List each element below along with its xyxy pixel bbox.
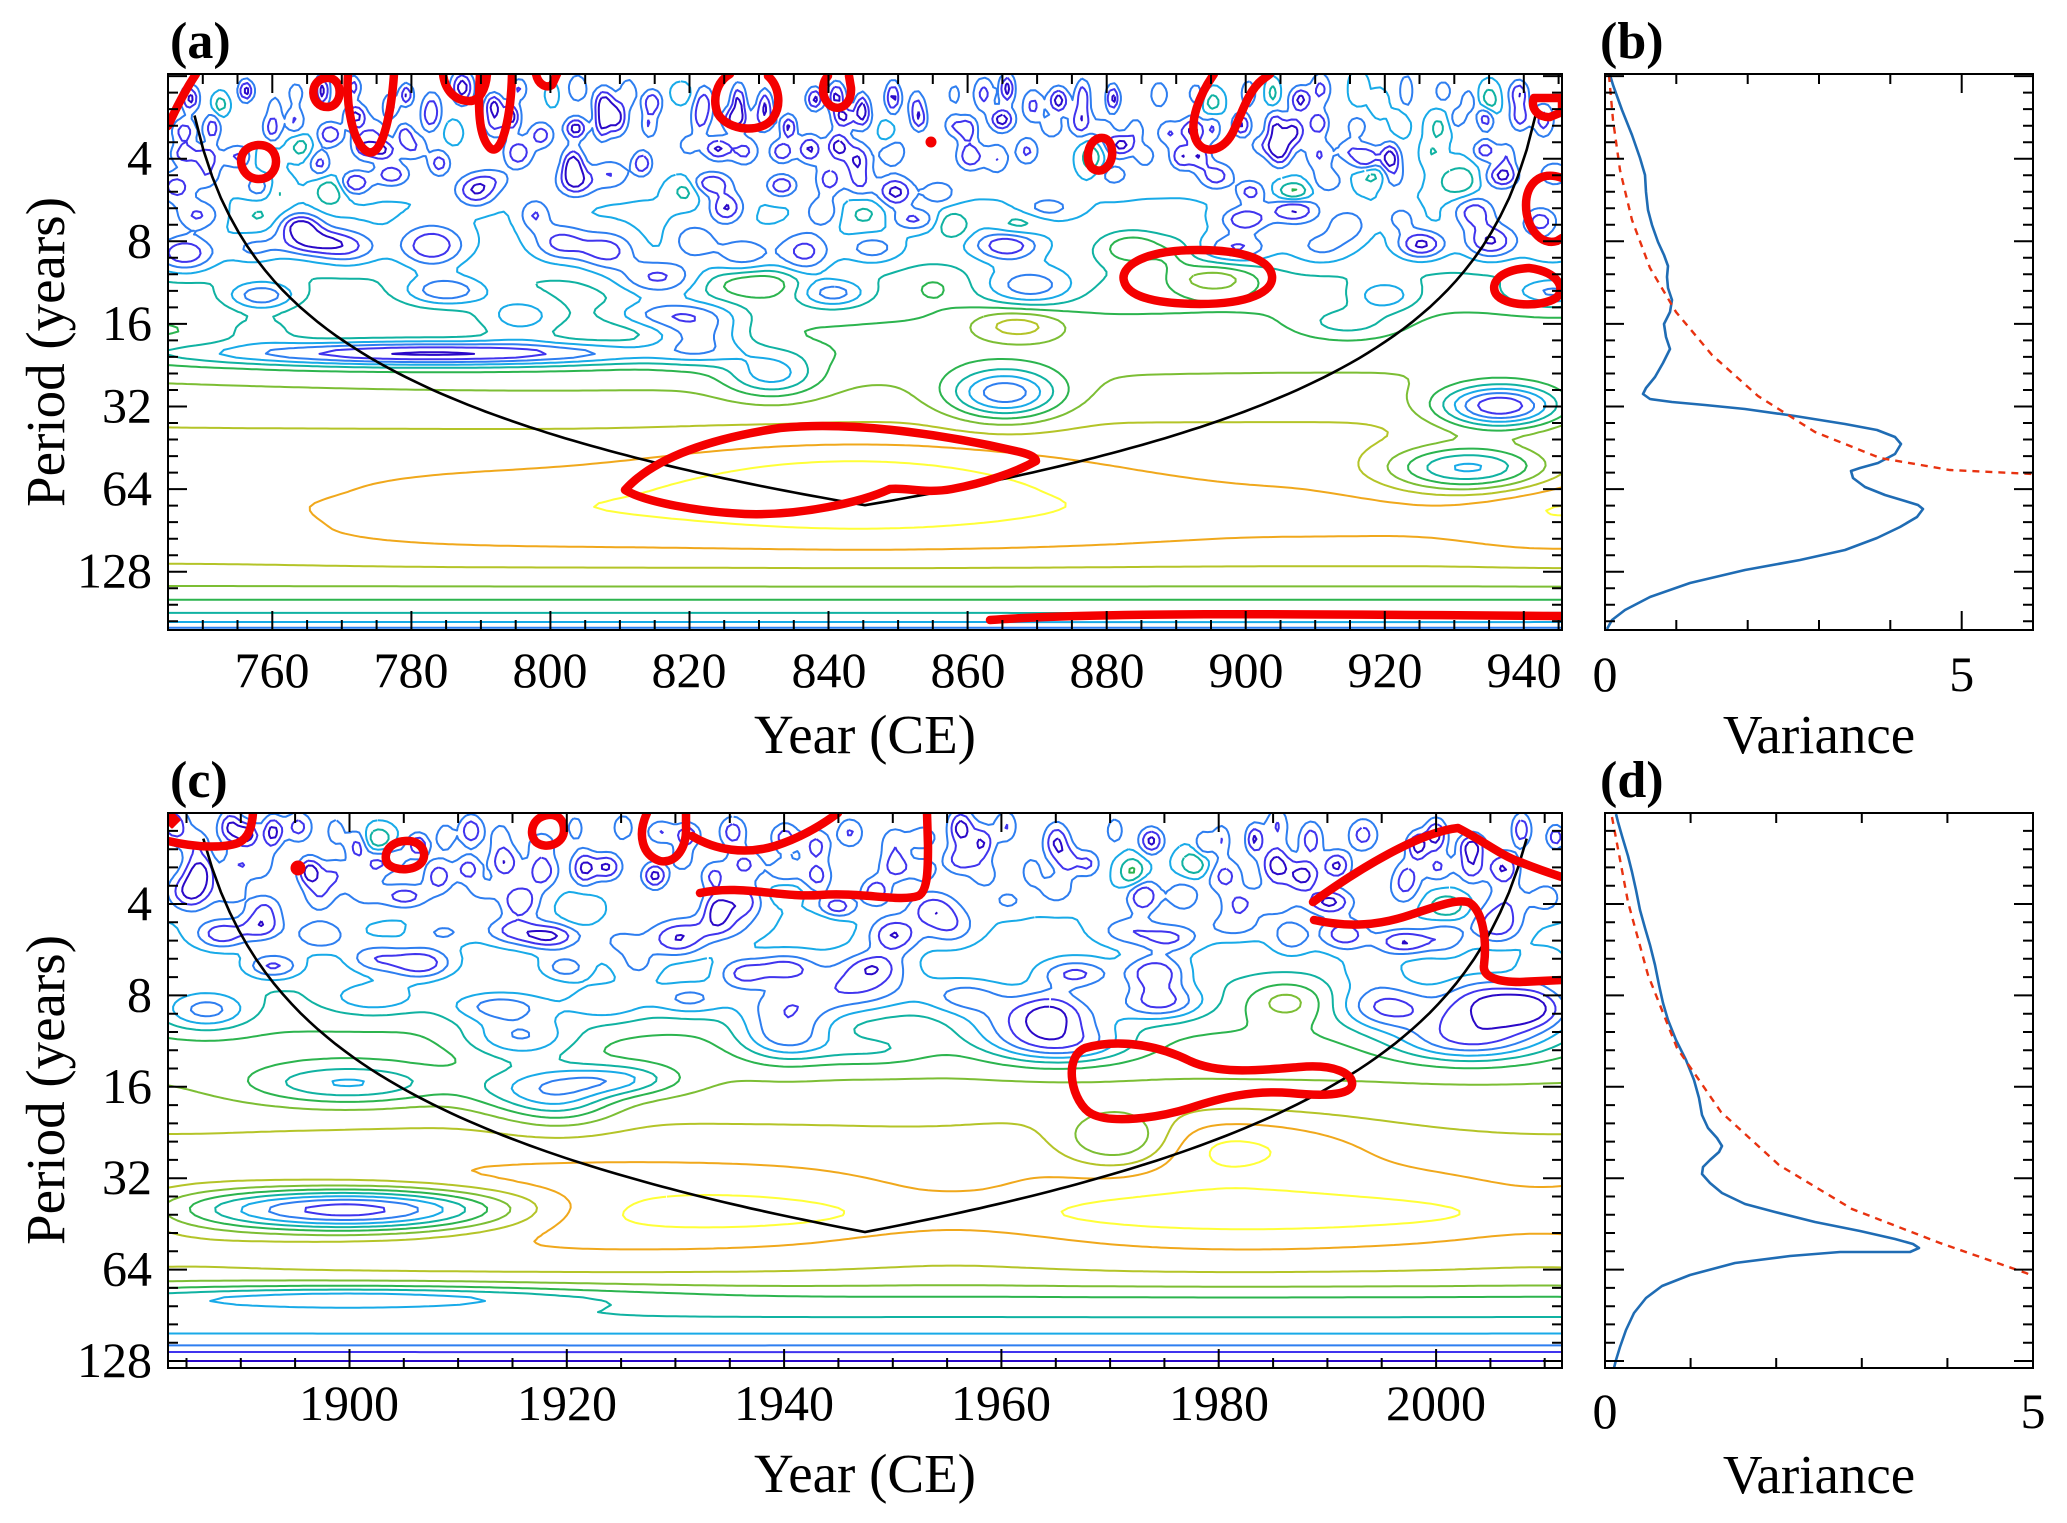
svg-text:128: 128 — [77, 1332, 152, 1388]
svg-text:(c): (c) — [170, 752, 228, 809]
svg-text:64: 64 — [102, 1241, 152, 1297]
svg-text:128: 128 — [77, 543, 152, 599]
svg-text:4: 4 — [127, 130, 152, 186]
svg-text:1960: 1960 — [951, 1375, 1051, 1431]
svg-text:1900: 1900 — [299, 1375, 399, 1431]
svg-text:780: 780 — [374, 642, 449, 698]
svg-text:5: 5 — [2021, 1383, 2046, 1439]
svg-text:940: 940 — [1487, 642, 1562, 698]
svg-text:0: 0 — [1593, 646, 1618, 702]
svg-text:64: 64 — [102, 460, 152, 516]
svg-text:1980: 1980 — [1169, 1375, 1269, 1431]
svg-text:32: 32 — [102, 378, 152, 434]
svg-text:Period (years): Period (years) — [15, 935, 76, 1245]
svg-text:Year (CE): Year (CE) — [754, 704, 976, 765]
svg-text:8: 8 — [127, 212, 152, 268]
svg-text:Period (years): Period (years) — [15, 197, 76, 507]
svg-text:(d): (d) — [1600, 752, 1664, 809]
svg-text:Variance: Variance — [1723, 1444, 1915, 1505]
svg-text:0: 0 — [1593, 1383, 1618, 1439]
svg-text:(b): (b) — [1600, 13, 1664, 70]
svg-text:820: 820 — [652, 642, 727, 698]
svg-text:880: 880 — [1070, 642, 1145, 698]
svg-text:(a): (a) — [170, 13, 231, 70]
svg-text:800: 800 — [513, 642, 588, 698]
svg-text:760: 760 — [235, 642, 310, 698]
svg-text:1920: 1920 — [517, 1375, 617, 1431]
svg-text:Year (CE): Year (CE) — [754, 1443, 976, 1504]
svg-text:840: 840 — [792, 642, 867, 698]
svg-text:900: 900 — [1209, 642, 1284, 698]
svg-text:Variance: Variance — [1723, 704, 1915, 765]
svg-text:920: 920 — [1348, 642, 1423, 698]
svg-text:1940: 1940 — [734, 1375, 834, 1431]
svg-text:8: 8 — [127, 966, 152, 1022]
svg-text:4: 4 — [127, 875, 152, 931]
svg-text:32: 32 — [102, 1149, 152, 1205]
svg-text:16: 16 — [102, 1058, 152, 1114]
svg-text:5: 5 — [1949, 646, 1974, 702]
svg-text:2000: 2000 — [1386, 1375, 1486, 1431]
svg-text:16: 16 — [102, 295, 152, 351]
svg-text:860: 860 — [931, 642, 1006, 698]
